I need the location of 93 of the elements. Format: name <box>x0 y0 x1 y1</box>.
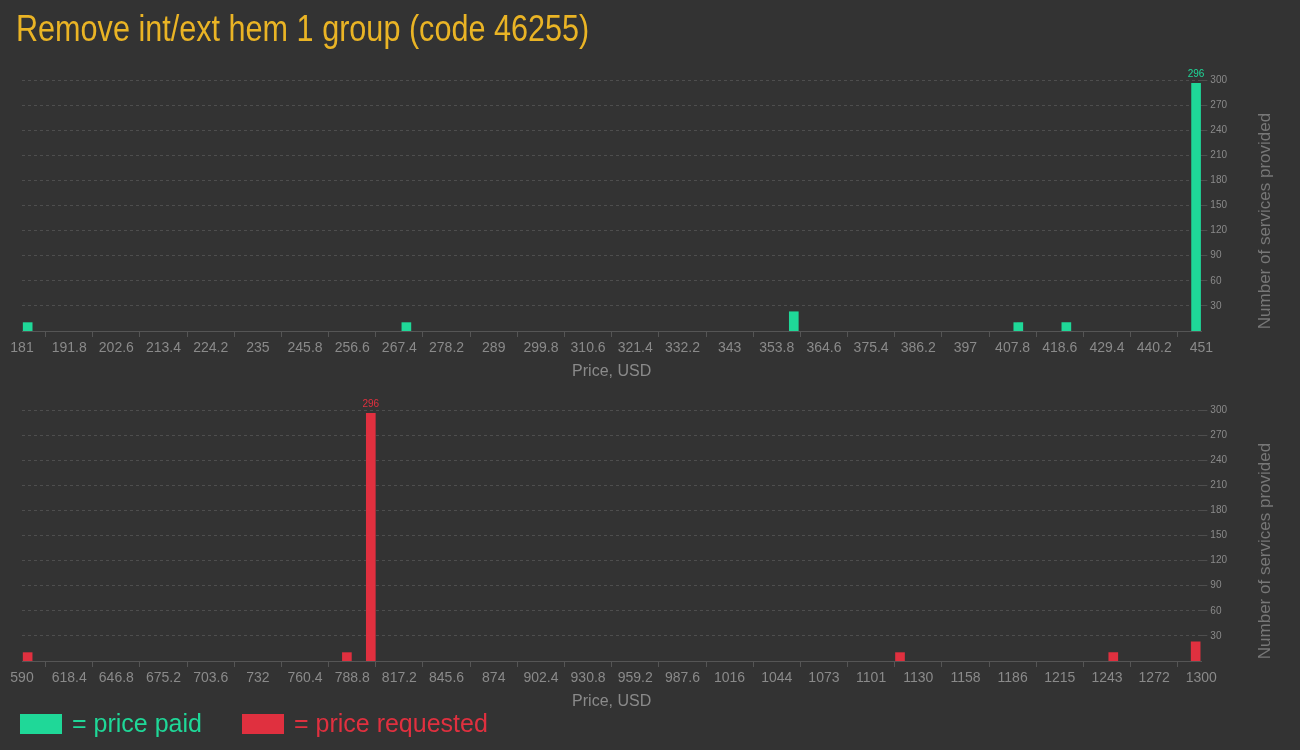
y-tick-label: 30 <box>1210 629 1222 641</box>
x-tick-label: 646.8 <box>98 669 135 686</box>
x-tick-label: 278.2 <box>429 339 465 356</box>
bar <box>1061 322 1072 331</box>
x-tick-label: 181 <box>10 339 34 356</box>
x-axis-title: Price, USD <box>572 361 652 379</box>
x-tick-label: 440.2 <box>1136 339 1172 356</box>
x-tick-label: 321.4 <box>617 339 653 356</box>
x-tick-label: 1243 <box>1091 669 1123 686</box>
x-tick-label: 364.6 <box>806 339 842 356</box>
x-tick-label: 245.8 <box>287 339 323 356</box>
bar <box>365 413 376 661</box>
y-tick-label: 300 <box>1210 73 1228 85</box>
data-label: 296 <box>362 398 380 410</box>
x-tick-label: 1101 <box>856 669 887 686</box>
y-tick-label: 240 <box>1210 123 1228 135</box>
x-tick-label: 375.4 <box>853 339 889 356</box>
y-tick-label: 210 <box>1210 149 1228 161</box>
y-tick-label: 60 <box>1210 274 1222 286</box>
y-tick-label: 90 <box>1210 579 1222 591</box>
x-tick-label: 332.2 <box>664 339 701 356</box>
x-tick-label: 407.8 <box>995 339 1031 356</box>
legend-label: = price paid <box>72 709 202 738</box>
bar <box>1190 641 1201 661</box>
y-tick-label: 90 <box>1210 249 1222 261</box>
y-axis-title: Number of services provided <box>1255 442 1275 659</box>
x-tick-label: 874 <box>482 669 506 686</box>
x-tick-label: 1044 <box>761 669 793 686</box>
x-axis-title: Price, USD <box>572 691 652 709</box>
bar <box>895 652 905 661</box>
x-tick-label: 429.4 <box>1089 339 1125 356</box>
x-tick-label: 1272 <box>1138 669 1170 686</box>
x-tick-label: 397 <box>953 339 978 356</box>
y-tick-label: 30 <box>1210 299 1222 311</box>
bar <box>1191 83 1201 331</box>
x-tick-label: 1186 <box>997 669 1028 686</box>
chart-title: Remove int/ext hem 1 group (code 46255) <box>16 8 590 50</box>
bar <box>22 322 33 331</box>
x-tick-label: 760.4 <box>287 669 323 686</box>
x-tick-label: 1016 <box>714 669 746 686</box>
x-tick-label: 590 <box>10 669 34 686</box>
bar <box>22 652 33 661</box>
y-tick-label: 180 <box>1210 174 1228 186</box>
y-tick-label: 120 <box>1210 224 1228 236</box>
x-tick-label: 1215 <box>1044 669 1076 686</box>
x-tick-label: 191.8 <box>51 339 87 356</box>
y-tick-label: 300 <box>1210 403 1228 415</box>
x-tick-label: 418.6 <box>1042 339 1078 356</box>
bar <box>1013 322 1024 331</box>
x-tick-label: 386.2 <box>900 339 936 356</box>
x-tick-label: 817.2 <box>381 669 418 686</box>
x-tick-label: 845.6 <box>429 669 465 686</box>
x-tick-label: 1300 <box>1185 669 1218 686</box>
x-tick-label: 235 <box>246 339 270 356</box>
x-tick-label: 451 <box>1189 339 1214 356</box>
x-tick-label: 930.8 <box>570 669 606 686</box>
x-tick-label: 343 <box>717 339 742 356</box>
y-tick-label: 150 <box>1210 199 1228 211</box>
y-tick-label: 180 <box>1210 504 1228 516</box>
y-tick-label: 270 <box>1210 428 1228 440</box>
y-tick-label: 240 <box>1210 453 1228 465</box>
x-tick-label: 267.4 <box>381 339 418 356</box>
y-tick-label: 60 <box>1210 604 1222 616</box>
x-tick-label: 310.6 <box>570 339 606 356</box>
x-tick-label: 987.6 <box>664 669 701 686</box>
y-tick-label: 120 <box>1210 554 1228 566</box>
x-tick-label: 703.6 <box>193 669 229 686</box>
x-tick-label: 289 <box>482 339 506 356</box>
y-tick-label: 150 <box>1210 529 1228 541</box>
x-tick-label: 213.4 <box>145 339 182 356</box>
x-tick-label: 959.2 <box>617 669 653 686</box>
x-tick-label: 1158 <box>950 669 981 686</box>
x-tick-label: 224.2 <box>193 339 229 356</box>
y-tick-label: 210 <box>1210 479 1228 491</box>
x-tick-label: 902.4 <box>523 669 559 686</box>
x-tick-label: 256.6 <box>334 339 370 356</box>
x-tick-label: 299.8 <box>523 339 559 356</box>
x-tick-label: 675.2 <box>145 669 182 686</box>
x-tick-label: 353.8 <box>759 339 795 356</box>
bar <box>401 322 412 331</box>
x-tick-label: 732 <box>246 669 270 686</box>
bar <box>342 652 352 661</box>
bar <box>1108 652 1119 661</box>
x-tick-label: 618.4 <box>51 669 87 686</box>
y-axis-title: Number of services provided <box>1255 112 1275 329</box>
x-tick-label: 1130 <box>903 669 934 686</box>
x-tick-label: 1073 <box>808 669 840 686</box>
y-tick-label: 270 <box>1210 98 1228 110</box>
data-label: 296 <box>1187 68 1205 80</box>
bar <box>788 311 799 331</box>
x-tick-label: 788.8 <box>334 669 370 686</box>
legend-label: = price requested <box>293 709 488 738</box>
x-tick-label: 202.6 <box>98 339 135 356</box>
